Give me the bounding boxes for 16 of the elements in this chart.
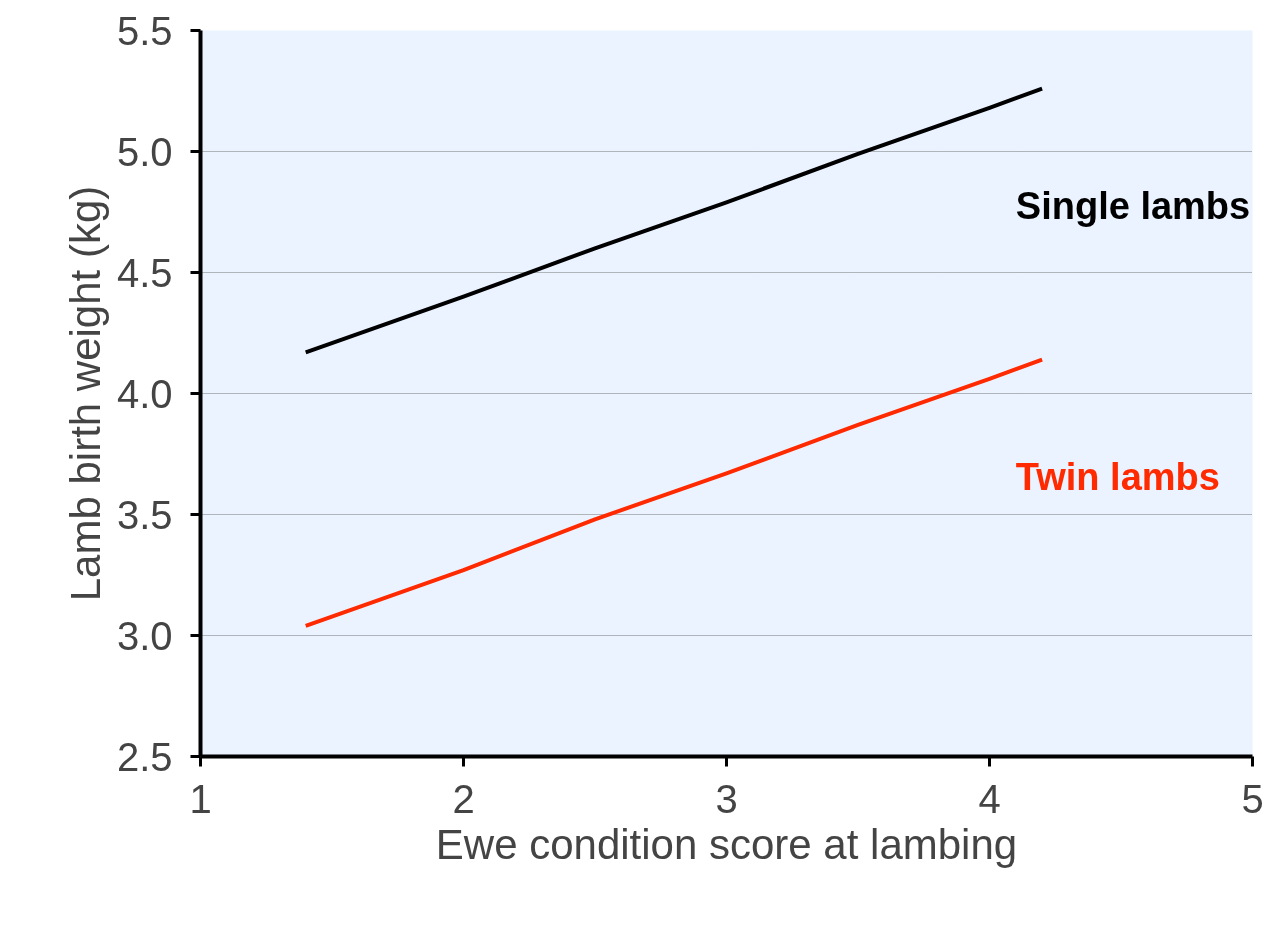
y-tick-label: 3.5 (116, 492, 173, 537)
x-tick-label: 4 (978, 776, 1001, 821)
x-tick-label: 1 (189, 776, 212, 821)
y-tick-label: 4.5 (116, 250, 173, 295)
text: Twin lambs (1015, 455, 1220, 498)
y-tick-label: 4.0 (116, 371, 173, 416)
y-tick-label: 2.5 (116, 734, 173, 779)
y-tick-label: 5.0 (116, 129, 173, 174)
y-tick-label: 5.5 (116, 8, 173, 53)
x-axis-title: Ewe condition score at lambing (435, 820, 1018, 868)
x-tick-label: 2 (452, 776, 475, 821)
text: Single lambs (1015, 184, 1251, 227)
y-axis-title: Lamb birth weight (kg) (61, 185, 109, 602)
x-tick-label: 3 (715, 776, 738, 821)
y-tick-label: 3.0 (116, 613, 173, 658)
x-tick-label: 5 (1241, 776, 1264, 821)
